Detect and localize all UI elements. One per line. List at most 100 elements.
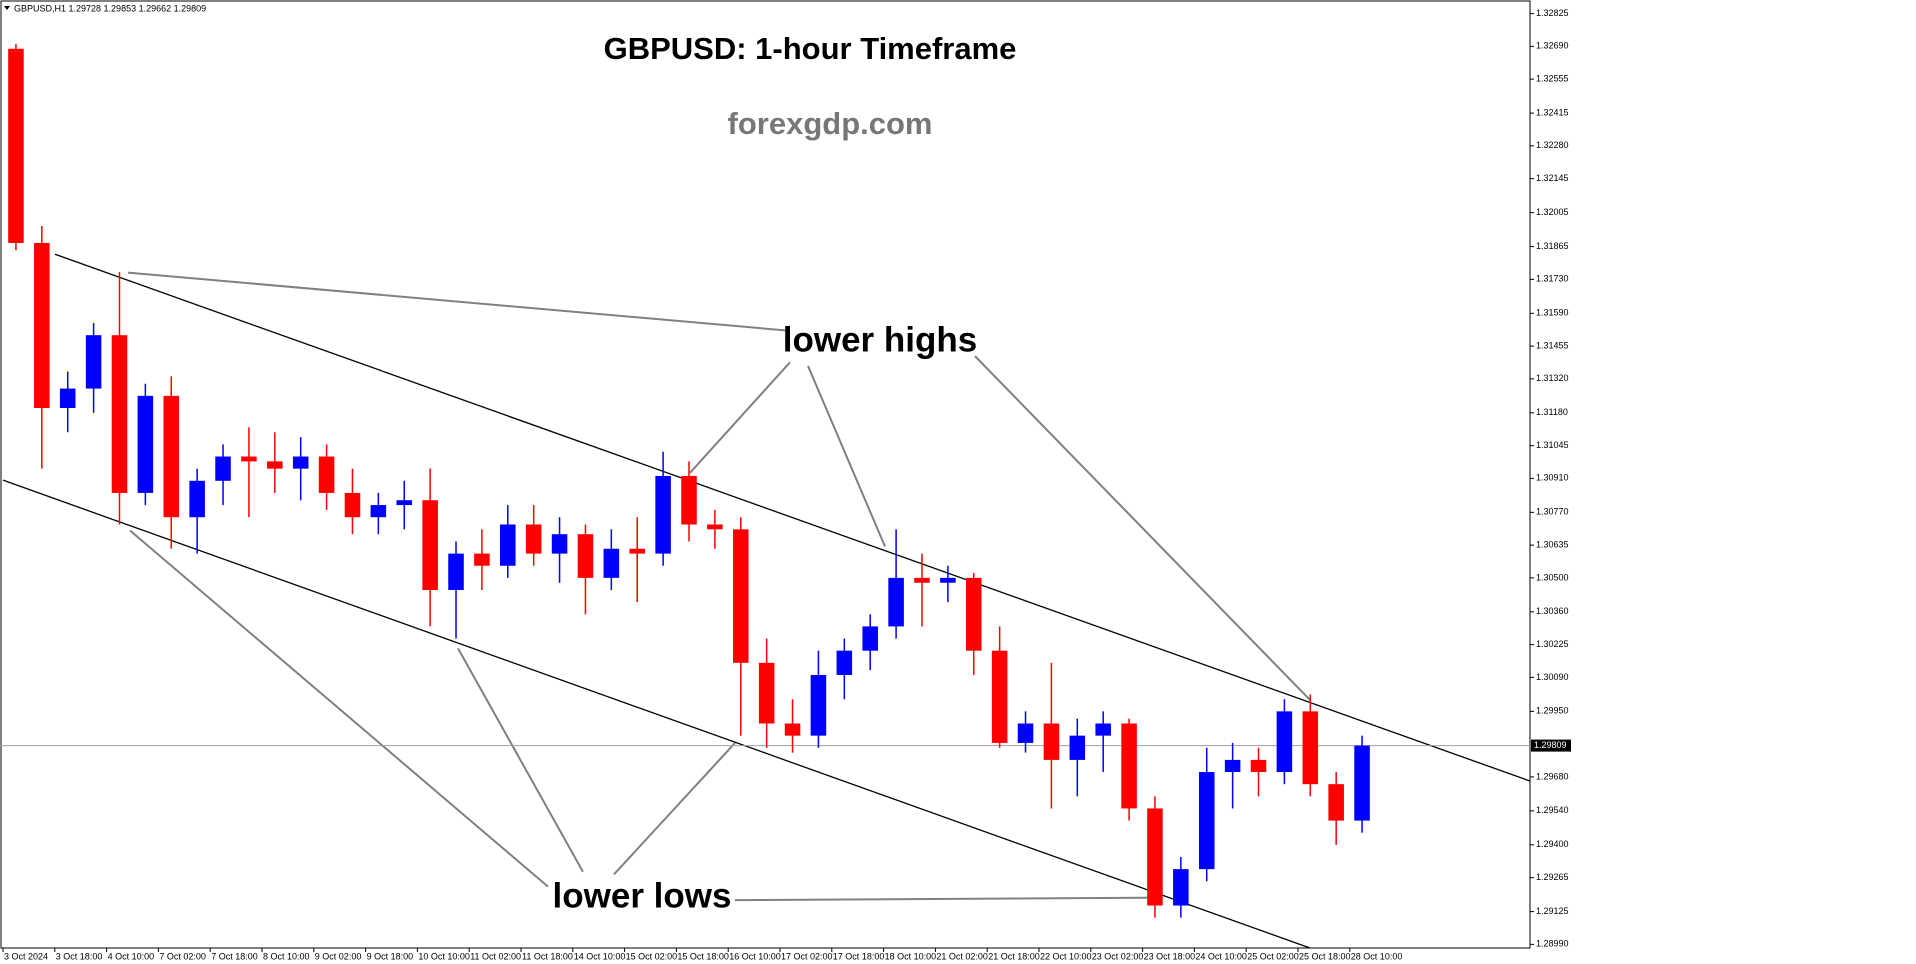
y-tick-label: 1.29950 bbox=[1536, 706, 1569, 716]
candle-body bbox=[163, 395, 180, 518]
candle-body bbox=[1198, 772, 1215, 870]
trend-line bbox=[734, 896, 1156, 902]
candle-body bbox=[111, 335, 128, 493]
y-tick-label: 1.30360 bbox=[1536, 606, 1569, 616]
candle-body bbox=[733, 529, 749, 663]
candle-body bbox=[914, 577, 930, 583]
candle-body bbox=[681, 475, 697, 525]
y-tick-label: 1.31455 bbox=[1536, 340, 1569, 350]
candle-body bbox=[1276, 711, 1293, 773]
candle-body bbox=[629, 548, 645, 554]
y-tick-label: 1.29265 bbox=[1536, 872, 1569, 882]
candle-body bbox=[1069, 735, 1086, 760]
annotation: lower highs bbox=[783, 320, 977, 359]
x-tick-label: 3 Oct 18:00 bbox=[56, 951, 103, 961]
candle-body bbox=[1095, 723, 1111, 736]
x-tick-label: 23 Oct 18:00 bbox=[1144, 951, 1196, 961]
candle-body bbox=[448, 553, 464, 591]
candle-body bbox=[991, 650, 1008, 743]
candle-body bbox=[396, 500, 413, 506]
x-tick-label: 11 Oct 18:00 bbox=[522, 951, 573, 961]
candle-body bbox=[1302, 711, 1319, 785]
candle-body bbox=[707, 524, 723, 530]
annotation: lower lows bbox=[553, 876, 732, 915]
y-tick-label: 1.29540 bbox=[1536, 805, 1569, 815]
y-tick-label: 1.30770 bbox=[1536, 507, 1569, 517]
x-tick-label: 25 Oct 18:00 bbox=[1299, 951, 1351, 961]
y-tick-label: 1.30090 bbox=[1536, 672, 1569, 682]
candle-body bbox=[1147, 808, 1163, 906]
candle-body bbox=[862, 626, 878, 651]
price-tag bbox=[1531, 739, 1571, 752]
x-tick-label: 9 Oct 18:00 bbox=[367, 951, 414, 961]
y-tick-label: 1.29125 bbox=[1536, 906, 1569, 916]
header: GBPUSD,H1 1.29728 1.29853 1.29662 1.2980… bbox=[14, 3, 206, 13]
candle-body bbox=[344, 492, 361, 518]
y-tick-label: 1.32005 bbox=[1536, 207, 1569, 217]
y-tick-label: 1.31180 bbox=[1536, 407, 1568, 417]
candle-body bbox=[1173, 869, 1189, 906]
candle-body bbox=[1354, 745, 1370, 821]
trend-line bbox=[457, 647, 584, 873]
candle-body bbox=[137, 395, 154, 493]
y-tick-label: 1.32280 bbox=[1536, 140, 1569, 150]
candle-body bbox=[784, 723, 801, 736]
candle-body bbox=[888, 577, 904, 627]
candle-body bbox=[655, 475, 671, 554]
trend-line bbox=[689, 361, 791, 474]
candle-body bbox=[551, 534, 568, 554]
candle-body bbox=[1121, 723, 1137, 809]
x-tick-label: 8 Oct 10:00 bbox=[263, 951, 310, 961]
x-tick-label: 14 Oct 10:00 bbox=[574, 951, 626, 961]
x-tick-label: 15 Oct 18:00 bbox=[677, 951, 729, 961]
candle-body bbox=[8, 48, 24, 243]
y-tick-label: 1.29680 bbox=[1536, 771, 1569, 781]
subtitle: forexgdp.com bbox=[728, 106, 933, 141]
candle-body bbox=[1043, 723, 1060, 760]
candle-body bbox=[1250, 759, 1267, 773]
candle-body bbox=[189, 480, 205, 518]
candle-body bbox=[1328, 784, 1344, 821]
candle-body bbox=[215, 456, 231, 481]
trend-line bbox=[807, 365, 886, 547]
candle-body bbox=[318, 456, 335, 493]
y-tick-label: 1.31045 bbox=[1536, 440, 1569, 450]
y-tick-label: 1.31320 bbox=[1536, 373, 1569, 383]
y-tick-label: 1.32415 bbox=[1536, 107, 1569, 117]
y-tick-label: 1.31730 bbox=[1536, 274, 1569, 284]
candle-body bbox=[603, 548, 620, 578]
x-tick-label: 18 Oct 10:00 bbox=[885, 951, 937, 961]
trend-line bbox=[129, 529, 549, 888]
x-tick-label: 10 Oct 10:00 bbox=[418, 951, 470, 961]
candle-body bbox=[965, 577, 982, 651]
candle-body bbox=[370, 505, 387, 518]
y-tick-label: 1.30225 bbox=[1536, 639, 1569, 649]
x-tick-label: 23 Oct 02:00 bbox=[1092, 951, 1144, 961]
candle-body bbox=[525, 524, 542, 554]
y-tick-label: 1.30500 bbox=[1536, 572, 1569, 582]
trend-line bbox=[613, 742, 736, 876]
trend-line bbox=[54, 253, 1531, 782]
x-tick-label: 9 Oct 02:00 bbox=[315, 951, 362, 961]
x-tick-label: 21 Oct 02:00 bbox=[936, 951, 988, 961]
x-tick-label: 11 Oct 02:00 bbox=[470, 951, 521, 961]
x-tick-label: 7 Oct 18:00 bbox=[211, 951, 258, 961]
candle-body bbox=[810, 674, 827, 736]
x-tick-label: 15 Oct 02:00 bbox=[626, 951, 678, 961]
candle-body bbox=[940, 577, 956, 583]
chart-title: GBPUSD: 1-hour Timeframe bbox=[604, 31, 1017, 66]
candle-body bbox=[1017, 723, 1034, 743]
menu-arrow bbox=[4, 6, 10, 10]
candle-body bbox=[500, 524, 516, 566]
candle-body bbox=[59, 388, 76, 408]
y-tick-label: 1.29400 bbox=[1536, 839, 1569, 849]
trend-line bbox=[127, 271, 786, 332]
candle-body bbox=[267, 461, 283, 469]
x-tick-label: 24 Oct 10:00 bbox=[1195, 951, 1247, 961]
x-tick-label: 16 Oct 10:00 bbox=[729, 951, 781, 961]
y-tick-label: 1.31590 bbox=[1536, 308, 1569, 318]
x-tick-label: 22 Oct 10:00 bbox=[1040, 951, 1092, 961]
candle-body bbox=[577, 534, 594, 578]
candle-body bbox=[241, 456, 257, 462]
